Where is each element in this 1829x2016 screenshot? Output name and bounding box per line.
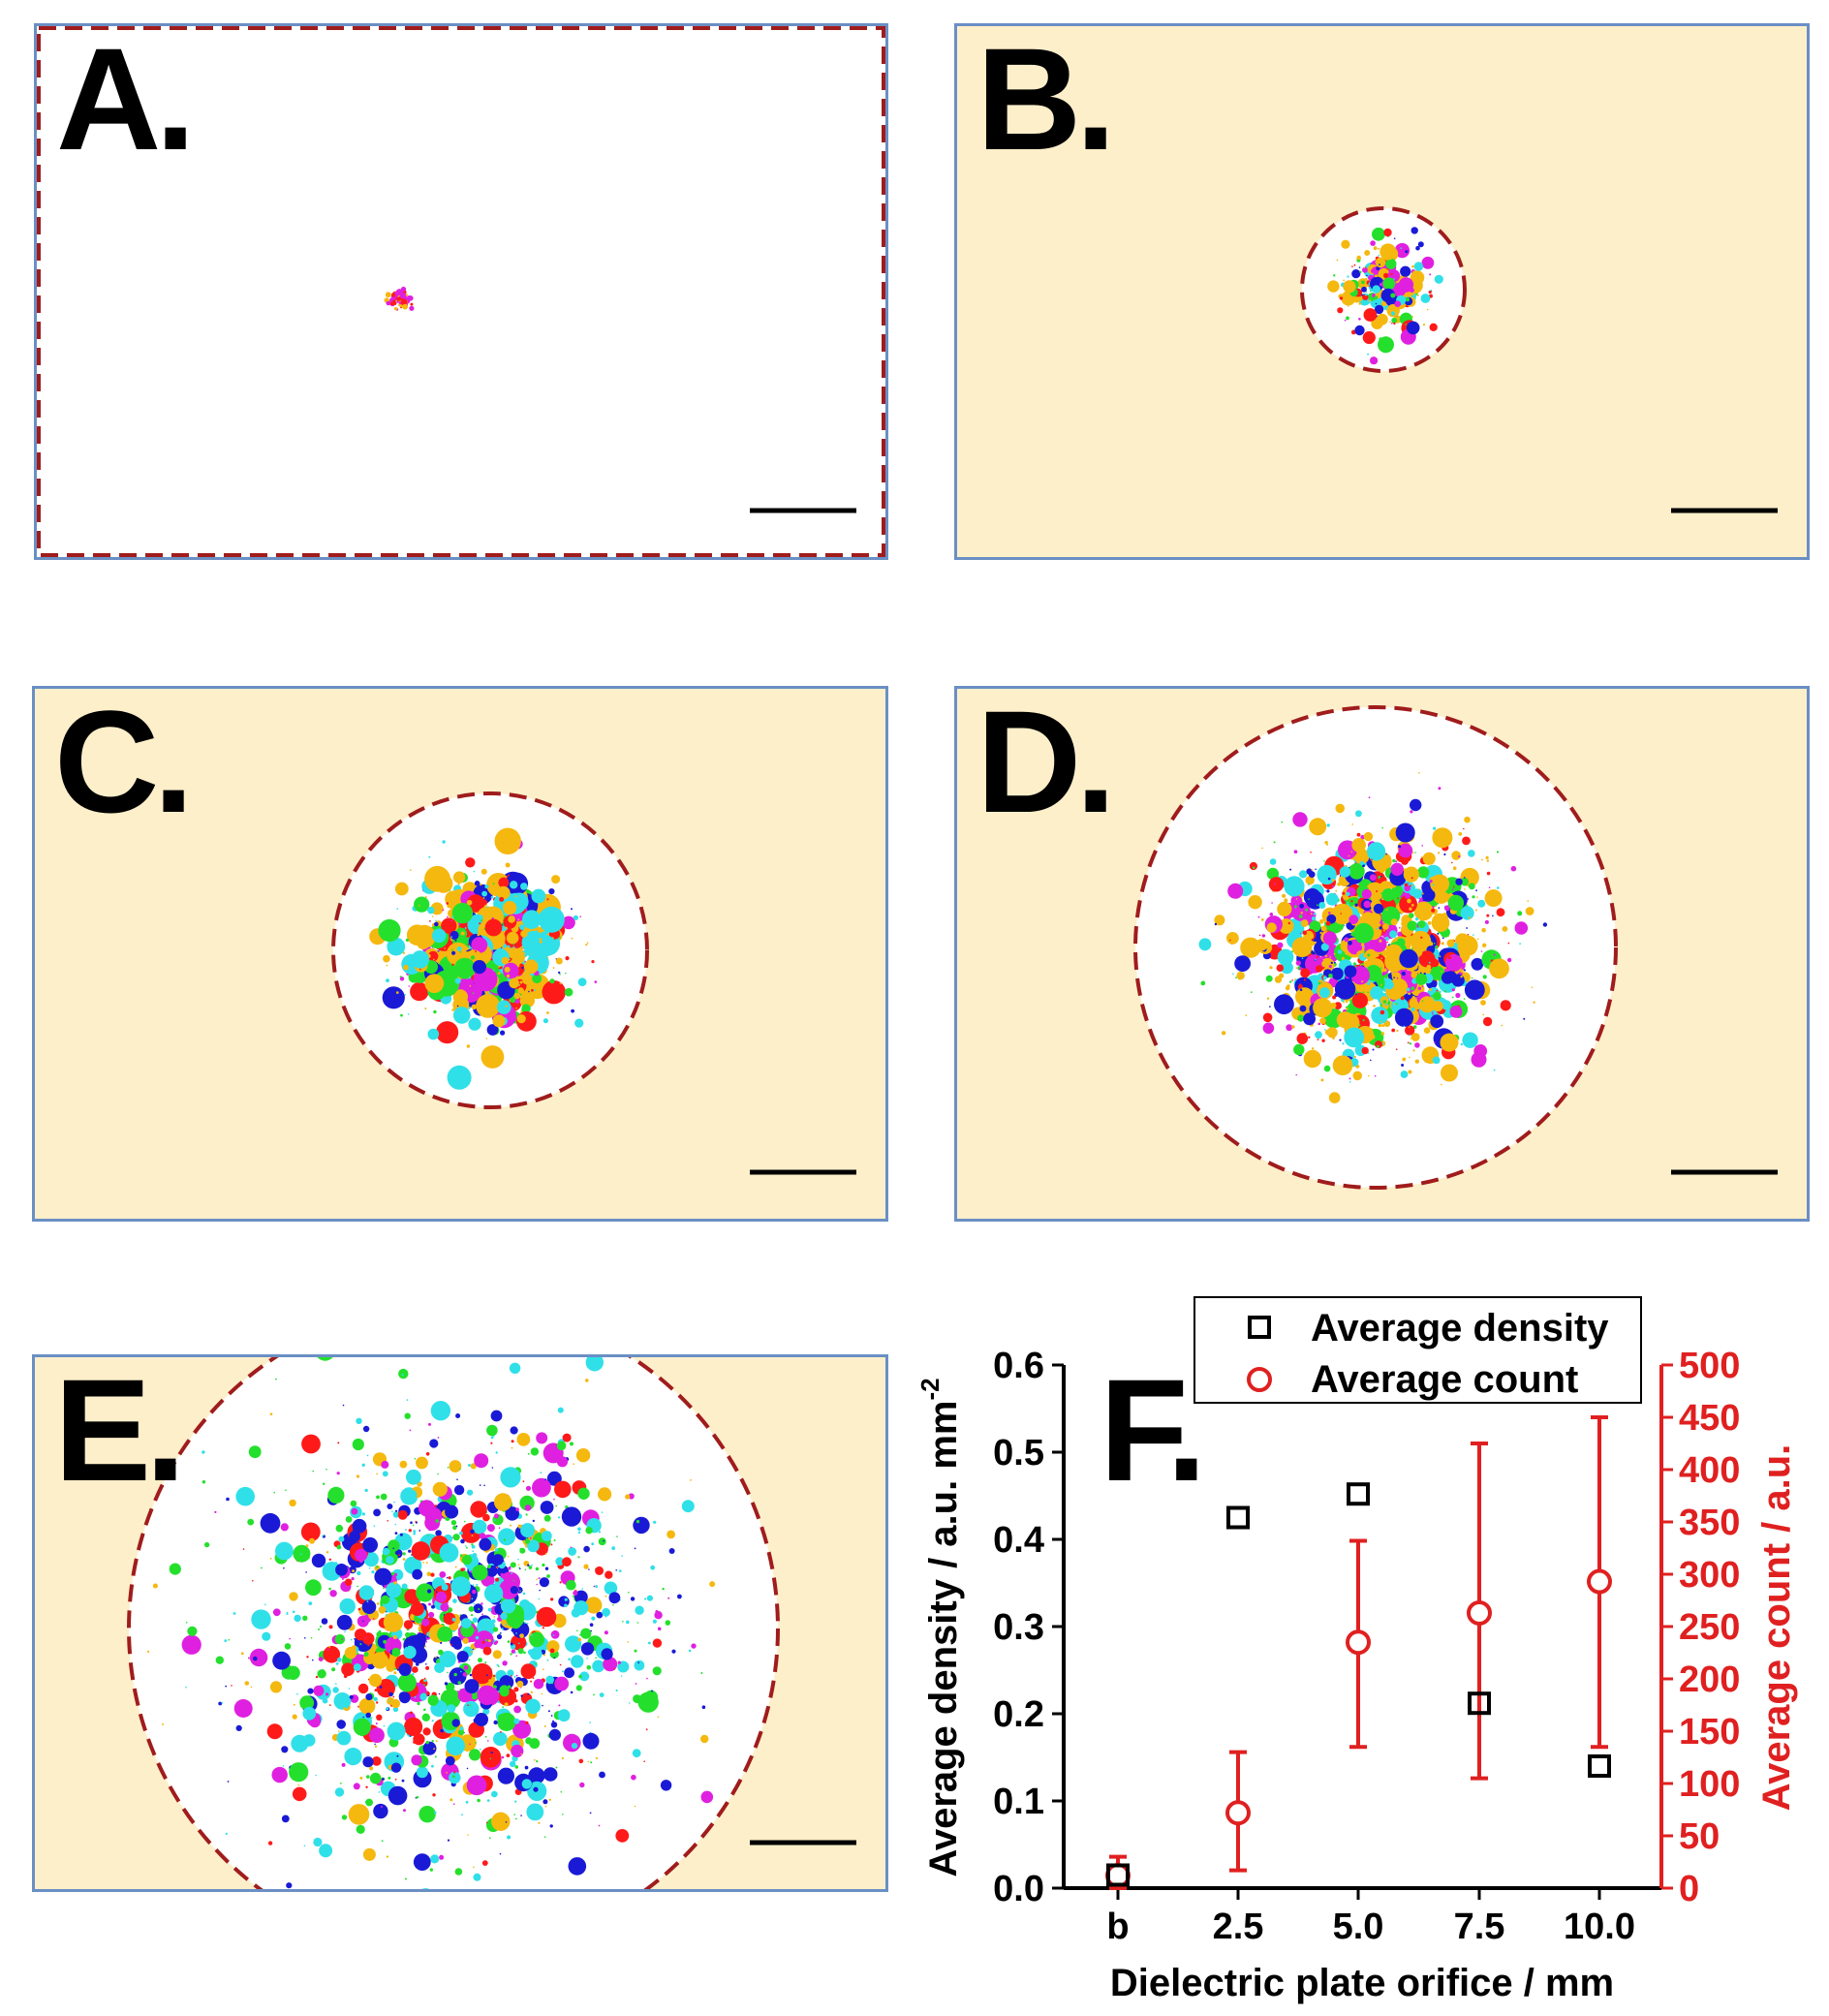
panel-label-d: D. — [976, 686, 1116, 843]
panel-label-c: C. — [54, 686, 194, 843]
chart: 0.0 0.1 0.2 0.3 0.4 0.5 0.6 0 50 100 150 200 250 300… — [915, 1296, 1798, 2004]
panel-label-a: A. — [56, 23, 196, 180]
y-left-tick-label: 0.4 — [993, 1520, 1044, 1561]
particle-map-d — [1133, 705, 1778, 1190]
panel-a: A. — [34, 23, 888, 560]
y-left-tick-label: 0.0 — [993, 1869, 1044, 1909]
particle-map-e — [127, 1357, 856, 1889]
panel-label-b: B. — [976, 23, 1116, 180]
y-right-tick-label: 200 — [1679, 1659, 1740, 1700]
y-right-tick-label: 150 — [1679, 1712, 1740, 1752]
y-left-tick-label: 0.3 — [993, 1607, 1044, 1648]
particle-map-b — [1300, 206, 1778, 513]
y-right-tick-label: 300 — [1679, 1555, 1740, 1596]
panel-label-f: F. — [1100, 1349, 1201, 1511]
panel-c: C. — [32, 686, 888, 1222]
y-right-tick-label: 0 — [1679, 1869, 1699, 1909]
x-tick-label: b — [1106, 1907, 1129, 1947]
count-point — [1346, 1629, 1371, 1656]
y-right-tick-label: 100 — [1679, 1764, 1740, 1805]
y-right-tick-label: 450 — [1679, 1398, 1740, 1439]
y-right-tick-label: 250 — [1679, 1607, 1740, 1648]
count-point — [1467, 1599, 1492, 1626]
count-point — [1225, 1800, 1251, 1826]
x-tick-label: 7.5 — [1454, 1907, 1505, 1947]
x-tick-label: 5.0 — [1333, 1907, 1384, 1947]
density-point — [1588, 1754, 1611, 1778]
y-left-tick-label: 0.1 — [993, 1782, 1044, 1822]
panel-label-e: E. — [54, 1354, 186, 1511]
dashed-border — [37, 26, 885, 557]
legend-density-icon — [1248, 1316, 1271, 1339]
y-left-tick-label: 0.5 — [993, 1433, 1044, 1473]
y-right-tick-label: 500 — [1679, 1346, 1740, 1386]
legend-count-label: Average count — [1311, 1358, 1578, 1401]
y-axis-left-title-main: Average density / a.u. mm — [922, 1401, 965, 1877]
panel-b: B. — [954, 23, 1810, 560]
density-point — [1106, 1863, 1130, 1887]
y-axis-right-title: Average count / a.u. — [1755, 1444, 1798, 1812]
orifice-outline — [1300, 206, 1467, 373]
panel-e: E. — [32, 1354, 888, 1892]
y-right-tick-label: 50 — [1679, 1816, 1720, 1857]
legend-count-icon — [1247, 1367, 1272, 1392]
y-right-tick-label: 350 — [1679, 1503, 1740, 1543]
panel-d: D. — [954, 686, 1810, 1222]
y-left-tick-label: 0.6 — [993, 1346, 1044, 1386]
particle-map-a — [37, 26, 885, 557]
count-point — [1587, 1568, 1612, 1595]
density-point — [1347, 1482, 1370, 1506]
x-tick-label: 10.0 — [1564, 1907, 1635, 1947]
density-point — [1468, 1691, 1491, 1716]
legend-density-label: Average density — [1311, 1307, 1609, 1349]
y-right-tick-label: 400 — [1679, 1450, 1740, 1491]
panel-f-chart: 0.0 0.1 0.2 0.3 0.4 0.5 0.6 0 50 100 150 200 250 300… — [906, 1284, 1829, 2016]
y-axis-left-title-sup: -2 — [915, 1378, 945, 1400]
legend: Average density Average count — [1194, 1296, 1642, 1404]
particle-map-c — [331, 791, 856, 1175]
y-left-tick-label: 0.2 — [993, 1694, 1044, 1735]
x-axis-title: Dielectric plate orifice / mm — [1110, 1962, 1614, 2004]
y-axis-left-title: Average density / a.u. mm-2 — [915, 1378, 965, 1876]
density-point — [1226, 1505, 1250, 1530]
x-tick-label: 2.5 — [1213, 1907, 1264, 1947]
